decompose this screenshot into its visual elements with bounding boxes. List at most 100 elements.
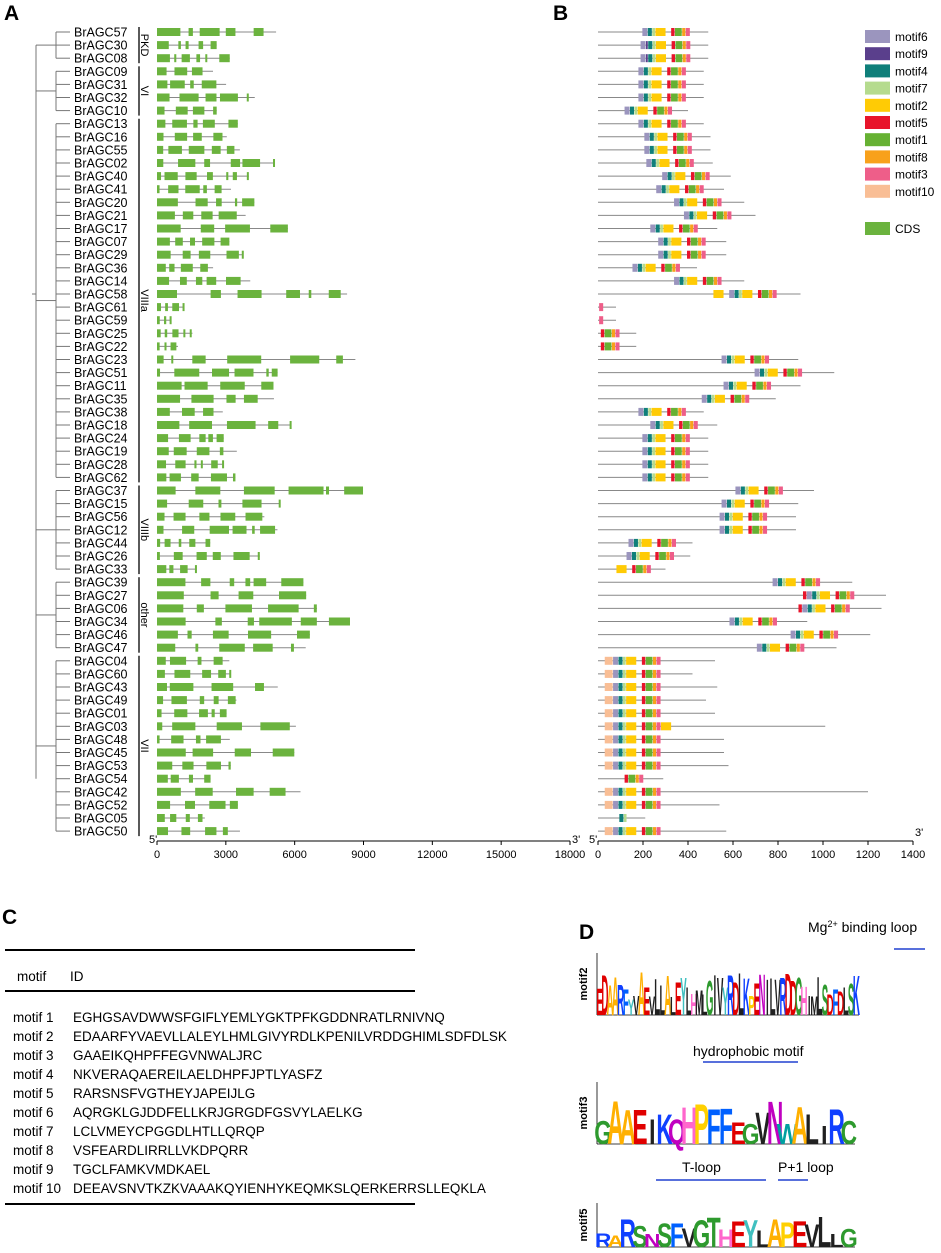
gene-label: BrAGC18 — [74, 419, 128, 433]
motif-box-motif7 — [634, 106, 638, 115]
motif-box-motif4 — [807, 604, 812, 613]
motif-box-motif5 — [757, 290, 762, 298]
axis-b-tick-label: 400 — [679, 849, 697, 861]
cds-exon — [247, 630, 272, 639]
motif-box-motif7 — [622, 696, 626, 705]
cds-exon — [288, 486, 324, 495]
cds-exon — [243, 486, 275, 495]
motif-box-motif5 — [750, 499, 754, 508]
logo-letter: C — [841, 1115, 857, 1152]
cds-exon — [245, 578, 251, 587]
legend-label: motif1 — [895, 133, 928, 147]
cds-exon — [182, 303, 185, 312]
cds-exon — [172, 722, 196, 731]
cds-exon — [219, 643, 245, 652]
gene-label: BrAGC54 — [74, 772, 128, 786]
motif-box-motif3 — [764, 355, 770, 364]
axis-b-tick-label: 800 — [769, 849, 787, 861]
motif-box-motif5 — [641, 656, 646, 665]
motif-box-motif5 — [655, 552, 659, 560]
cds-exon — [169, 316, 172, 325]
axis-a-5prime: 5' — [149, 834, 157, 846]
logo-letter: F — [719, 1099, 733, 1156]
cds-exon — [183, 329, 186, 338]
cds-exon — [234, 748, 252, 757]
motif-box-motif2 — [742, 290, 753, 298]
gene-label: BrAGC43 — [74, 681, 128, 695]
motif-box-motif8 — [713, 198, 718, 207]
cds-exon — [196, 552, 207, 560]
axis-b-3prime: 3' — [915, 827, 923, 839]
motif-box-motif6 — [638, 119, 644, 128]
cds-exon — [157, 643, 176, 652]
motif-box-motif1 — [636, 565, 643, 574]
motif-box-motif2 — [769, 643, 781, 652]
logo-letter: R — [828, 1100, 844, 1155]
panel-label-a: A — [4, 2, 20, 25]
motif-box-motif4 — [726, 499, 732, 508]
motif-box-motif7 — [652, 28, 655, 36]
cds-exon — [157, 460, 167, 469]
motif-box-motif4 — [643, 119, 648, 128]
cds-exon — [173, 447, 187, 456]
gene-label: BrAGC28 — [74, 458, 128, 472]
table-header-motif: motif — [17, 969, 47, 984]
motif-box-motif1 — [645, 827, 653, 836]
cds-exon — [229, 669, 232, 678]
cds-exon — [157, 761, 173, 770]
motif-box-motif4 — [643, 407, 648, 416]
gene-label: BrAGC12 — [74, 523, 128, 537]
gene-label: BrAGC44 — [74, 536, 128, 550]
motif-box-motif8 — [678, 80, 682, 89]
motif-box-motif8 — [652, 827, 657, 836]
motif-box-motif10 — [604, 827, 613, 836]
gene-label: BrAGC51 — [74, 366, 128, 380]
cds-exon — [193, 119, 198, 128]
motif-box-motif6 — [613, 656, 619, 665]
motif-box-motif7 — [622, 800, 626, 809]
motif-box-motif1 — [671, 80, 678, 89]
cds-exon — [199, 434, 206, 443]
table-header-rule — [5, 990, 415, 992]
motif-box-motif8 — [741, 394, 745, 403]
gene-label: BrAGC02 — [74, 157, 128, 171]
motif-box-motif10 — [604, 656, 613, 665]
cds-exon — [185, 814, 190, 822]
cds-exon — [201, 211, 213, 220]
motif-box-motif9 — [645, 41, 648, 50]
motif-box-motif3 — [656, 722, 661, 731]
cds-exon — [182, 211, 194, 220]
cds-exon — [286, 290, 300, 298]
logo-letter: M — [810, 992, 818, 1021]
panel-label-c: C — [2, 906, 18, 929]
motif-box-motif5 — [835, 591, 839, 600]
motif-box-motif1 — [694, 172, 702, 181]
logo-letter: R — [619, 1211, 635, 1253]
motif-box-motif5 — [671, 473, 675, 482]
motif-box-motif10 — [604, 709, 613, 718]
cds-exon — [170, 342, 177, 351]
motif-box-motif6 — [642, 460, 648, 469]
legend-label: motif3 — [895, 168, 928, 182]
motif-box-motif2 — [815, 604, 826, 613]
gene-label: BrAGC27 — [74, 589, 128, 603]
motif-box-motif4 — [667, 172, 672, 181]
motif-box-motif8 — [682, 460, 686, 469]
cds-exon — [174, 132, 188, 141]
motif-box-motif3 — [689, 159, 694, 167]
logo-letter: L — [738, 962, 744, 1029]
logo-letter: P — [694, 1093, 709, 1157]
cds-exon — [242, 198, 255, 207]
cds-exon — [253, 28, 264, 36]
logo-letter: L — [817, 1208, 831, 1253]
motif-box-motif1 — [754, 355, 761, 364]
logo-letter: F — [832, 981, 838, 1023]
cds-exon — [188, 28, 193, 36]
motif-box-motif3 — [686, 41, 691, 50]
cds-exon — [157, 290, 177, 298]
motif-box-motif4 — [647, 447, 652, 456]
cds-exon — [232, 172, 237, 181]
logo-letter: M — [695, 985, 703, 1023]
logo-letter: K — [853, 963, 860, 1027]
cds-exon — [164, 342, 167, 351]
